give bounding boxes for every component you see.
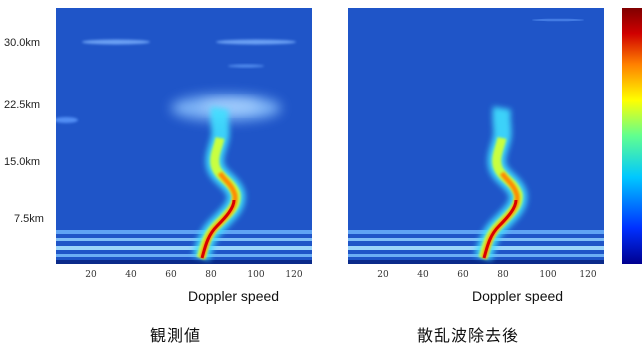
x-tick: 60 — [165, 270, 177, 280]
x-tick: 100 — [247, 270, 265, 280]
scatter-patch-30km — [82, 39, 296, 68]
x-tick: 20 — [377, 270, 389, 280]
colorbar — [622, 8, 642, 264]
x-axis-label: Doppler speed — [472, 288, 564, 304]
x-tick: 100 — [539, 270, 557, 280]
x-tick: 20 — [85, 270, 97, 280]
x-tick: 120 — [285, 270, 303, 280]
y-tick-30km: 30.0km — [4, 37, 41, 49]
x-tick: 40 — [417, 270, 429, 280]
x-tick: 80 — [497, 270, 509, 280]
x-axis-label: Doppler speed — [188, 288, 280, 304]
y-tick-7-5km: 7.5km — [14, 213, 44, 225]
x-tick: 40 — [125, 270, 137, 280]
main-echo-trace — [192, 106, 246, 261]
x-tick: 60 — [457, 270, 469, 280]
caption-filtered: 散乱波除去後 — [417, 326, 520, 345]
y-tick-15km: 15.0km — [4, 156, 41, 168]
x-tick: 80 — [205, 270, 217, 280]
caption-observed: 観測値 — [150, 326, 202, 345]
main-echo-trace — [474, 106, 528, 261]
observed-heatmap — [56, 8, 312, 264]
filtered-heatmap — [348, 8, 604, 264]
x-tick: 120 — [579, 270, 597, 280]
y-tick-22-5km: 22.5km — [4, 99, 41, 111]
clutter-layers — [56, 230, 312, 264]
